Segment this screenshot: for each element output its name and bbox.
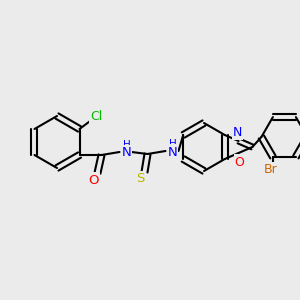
Text: O: O — [235, 155, 244, 169]
Text: O: O — [88, 173, 99, 187]
Text: N: N — [233, 125, 242, 139]
Text: Br: Br — [264, 164, 278, 176]
Text: H: H — [123, 140, 130, 150]
Text: H: H — [169, 139, 176, 149]
Text: Cl: Cl — [90, 110, 103, 124]
Text: N: N — [122, 146, 131, 160]
Text: N: N — [168, 146, 177, 158]
Text: S: S — [136, 172, 145, 185]
